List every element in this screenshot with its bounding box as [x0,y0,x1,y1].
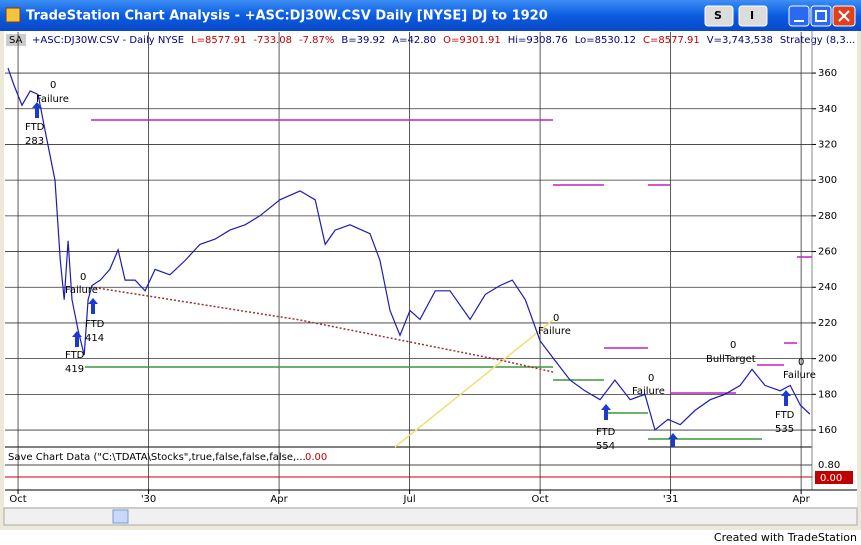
status-item: L=8577.91 [191,35,246,46]
indicator-axis-bottom: 0.00 [820,473,842,484]
annotation: 0 [80,272,86,283]
status-item: Strategy (8,3... [780,35,855,46]
maximize[interactable] [810,5,832,27]
status-tag: SA [9,35,23,46]
status-item: V=3,743,538 [707,35,773,46]
annotation: FTD [596,427,616,438]
status-item: -733.08 [253,35,292,46]
window-title: TradeStation Chart Analysis - +ASC:DJ30W… [26,9,548,24]
x-tick-label: Oct [531,494,548,505]
status-item: +ASC:DJ30W.CSV - Daily NYSE [32,35,184,46]
annotation: 419 [65,364,84,375]
y-tick-label: 340 [818,104,837,115]
annotation: 0 [730,340,736,351]
levels [85,119,812,448]
chart-area [4,31,857,507]
price-line [7,67,811,432]
y-tick-label: 360 [818,68,837,79]
footer-bar [0,530,861,545]
indicator-text: Save Chart Data ("C:\TDATA\Stocks",true,… [8,452,306,463]
i-label: I [750,9,754,22]
annotation: 0 [50,80,56,91]
status-item: -7.87% [299,35,334,46]
i-button[interactable] [738,5,768,27]
scroll-thumb[interactable] [112,509,129,524]
scrollbar[interactable] [3,507,858,526]
y-tick-label: 280 [818,211,837,222]
status-item: Lo=8530.12 [575,35,636,46]
annotation: Failure [632,386,665,397]
annotation: 535 [775,424,794,435]
status-item: O=9301.91 [443,35,501,46]
annotation: 414 [85,333,104,344]
y-tick-label: 220 [818,318,837,329]
s-label: S [714,9,722,22]
status-item: B=39.92 [341,35,385,46]
annotation: Failure [538,326,571,337]
y-tick-label: 260 [818,247,837,258]
indicator-axis-top: 0.80 [818,460,840,471]
indicator-axis-marker [815,471,853,484]
annotation: 554 [596,441,615,452]
status-item: A=42.80 [392,35,436,46]
status-line: +ASC:DJ30W.CSV - Daily NYSE L=8577.91 -733… [32,35,855,46]
annotation: Failure [65,285,98,296]
app-icon [5,7,21,23]
status-tag-box [6,34,26,46]
annotation: Failure [783,370,816,381]
y-tick-label: 300 [818,175,837,186]
annotation: FTD [65,350,85,361]
s-button[interactable] [704,5,734,27]
annotation: BullTarget [706,354,756,365]
status-item: C=8577.91 [643,35,700,46]
x-tick-label: Apr [792,494,810,505]
y-tick-label: 180 [818,389,837,400]
x-tick-label: Jul [403,494,416,505]
x-tick-label: '30 [141,494,156,505]
footer: Created with TradeStation [714,531,857,544]
x-tick-label: Apr [270,494,288,505]
status-item: Hi=9308.76 [508,35,568,46]
minimize[interactable] [788,5,810,27]
x-tick-label: '31 [663,494,678,505]
annotation: FTD [85,319,105,330]
y-tick-label: 200 [818,354,837,365]
y-tick-label: 240 [818,282,837,293]
annotation: Failure [36,94,69,105]
y-tick-label: 320 [818,139,837,150]
annotation: 0 [798,357,804,368]
annotation: 283 [25,136,44,147]
indicator-value: 0.00 [305,452,327,463]
annotation: FTD [775,410,795,421]
annotation: 0 [553,313,559,324]
annotation: FTD [25,122,45,133]
annotation: 0 [648,373,654,384]
signal-arrows [32,102,791,447]
x-tick-label: Oct [9,494,26,505]
y-tick-label: 160 [818,425,837,436]
